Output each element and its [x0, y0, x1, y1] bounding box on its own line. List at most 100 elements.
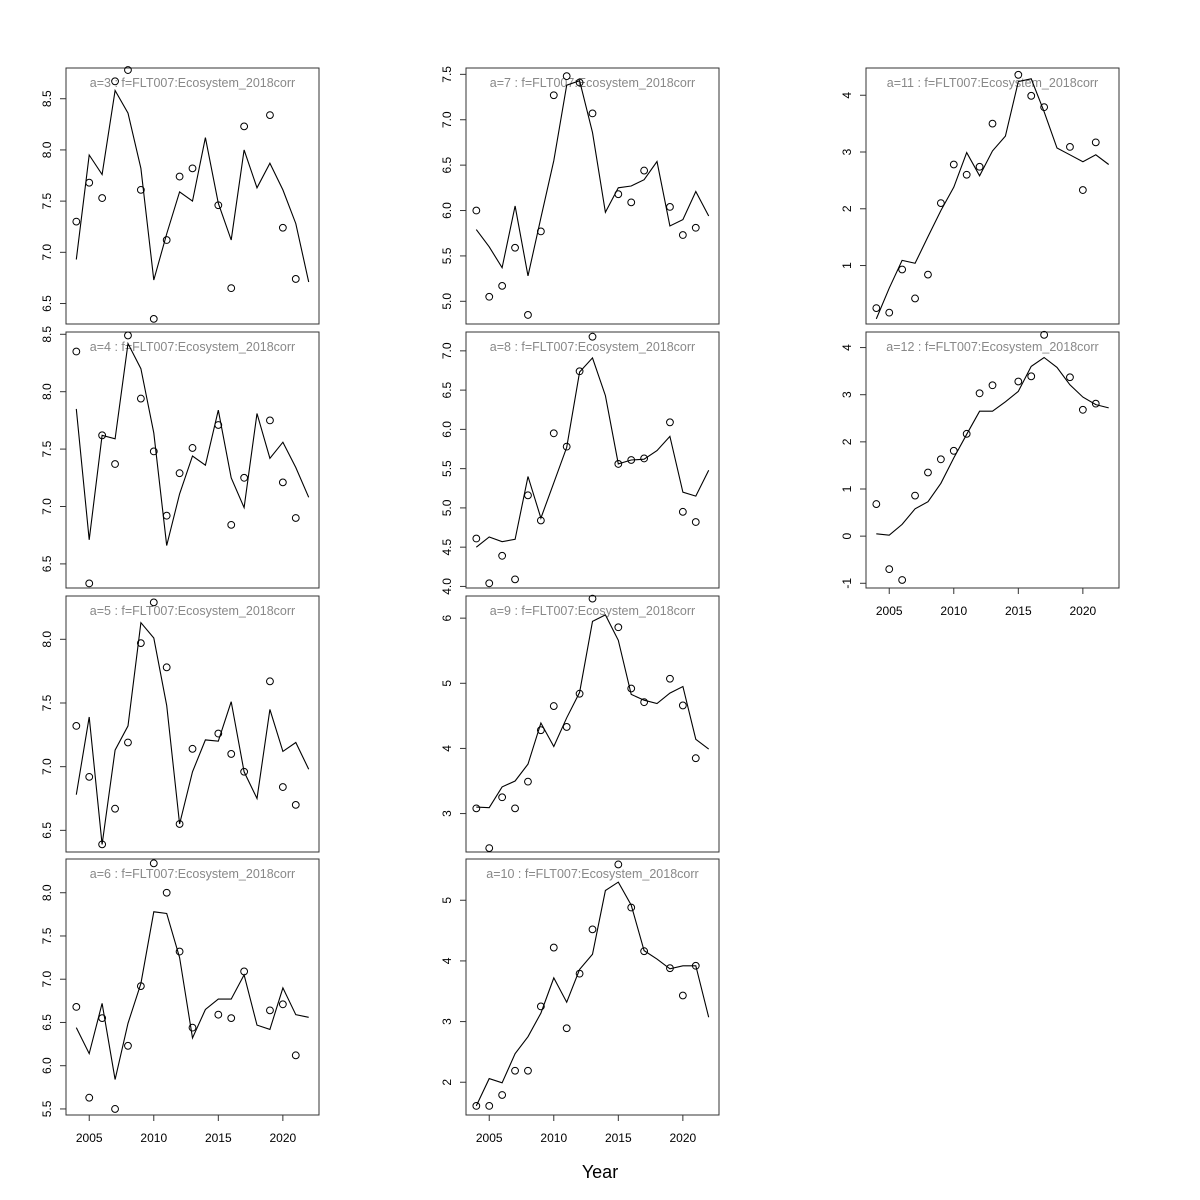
x-tick-label: 2020	[670, 1131, 697, 1145]
y-tick-label: 3	[840, 391, 854, 398]
observed-point	[691, 518, 700, 526]
y-tick-label: 6.5	[40, 1014, 54, 1031]
observed-point	[111, 804, 119, 813]
observed-point	[266, 111, 274, 120]
observed-point	[188, 1023, 197, 1032]
observed-point	[291, 800, 300, 809]
panel-title: a=5 : f=FLT007:Ecosystem_2018corr	[90, 604, 295, 618]
panel: 6.5 7.0 7.5 8.0 a=5 : f=FLT007:Ecosystem_201…	[40, 595, 320, 853]
observed-point	[1014, 377, 1023, 386]
observed-point	[975, 162, 984, 171]
observed-point	[240, 967, 249, 976]
observed-point	[627, 456, 636, 464]
observed-point	[485, 292, 494, 301]
observed-point	[885, 308, 894, 317]
observed-point	[291, 514, 300, 522]
panel-title: a=7 : f=FLT007:Ecosystem_2018corr	[490, 76, 695, 90]
y-tick-label: 5	[440, 680, 454, 687]
observed-point	[227, 520, 236, 529]
observed-point	[575, 78, 584, 87]
y-tick-label: 1	[840, 485, 854, 492]
observed-point	[214, 1010, 223, 1019]
observed-point	[227, 284, 236, 293]
panel-title: a=6 : f=FLT007:Ecosystem_2018corr	[90, 867, 295, 881]
y-tick-label: 2	[840, 438, 854, 445]
y-tick-label: 8.5	[40, 326, 54, 343]
x-tick-label: 2005	[476, 1131, 503, 1145]
panel: 6.5 7.0 7.5 8.0 8.5 a=3 : f=FLT007:Ecosystem_…	[40, 66, 320, 325]
observed-point	[678, 991, 687, 1000]
y-tick-label: 7.5	[40, 440, 54, 457]
fit-line	[75, 911, 309, 1080]
y-tick-label: 6.5	[440, 381, 454, 398]
observed-point	[614, 860, 623, 869]
panel: 3 4 5 6 a=9 : f=FLT007:Ecosystem_2018corr	[440, 594, 720, 853]
observed-point	[85, 772, 94, 781]
observed-point	[485, 844, 494, 852]
x-tick-label: 2015	[1005, 604, 1032, 618]
panel-title: a=8 : f=FLT007:Ecosystem_2018corr	[490, 340, 695, 354]
y-tick-label: 7.5	[440, 66, 454, 83]
observed-point	[988, 381, 997, 390]
observed-point	[1078, 405, 1087, 414]
panel-title: a=9 : f=FLT007:Ecosystem_2018corr	[490, 604, 695, 618]
y-tick-label: 4	[440, 957, 454, 964]
observed-point	[498, 793, 507, 802]
observed-point	[72, 217, 81, 226]
fit-line	[475, 79, 710, 277]
observed-point	[278, 478, 287, 487]
observed-point	[175, 947, 184, 956]
y-tick-label: 7.0	[40, 758, 54, 775]
observed-point	[472, 534, 481, 543]
observed-point	[562, 1024, 571, 1033]
observed-point	[266, 1006, 274, 1015]
observed-point	[175, 820, 184, 828]
panel: 5.0 5.5 6.0 6.5 7.0 7.5 a=7 : f=FLT007:Ecosyst…	[440, 66, 720, 325]
observed-point	[588, 594, 597, 603]
observed-point	[588, 109, 597, 118]
observed-point	[536, 516, 545, 525]
observed-point	[614, 623, 623, 632]
observed-point	[975, 389, 984, 398]
observed-point	[524, 491, 532, 500]
plot-frame	[865, 67, 1120, 325]
y-tick-label: 8.0	[40, 383, 54, 400]
observed-point	[678, 701, 687, 710]
observed-point	[640, 454, 649, 463]
observed-point	[188, 444, 197, 452]
observed-point	[872, 500, 881, 508]
fit-line	[476, 614, 710, 809]
y-tick-label: 7.0	[40, 498, 54, 515]
observed-point	[691, 754, 700, 763]
observed-point	[536, 1002, 545, 1011]
y-tick-label: 6.0	[440, 202, 454, 219]
observed-point	[511, 804, 519, 813]
observed-point	[1078, 186, 1087, 194]
observed-point	[124, 66, 132, 74]
observed-point	[162, 236, 171, 244]
panel: 2 3 4 5 2005 2010 2015 2020 a=10 : f=FLT007:Ecos…	[440, 858, 720, 1145]
observed-point	[666, 964, 674, 973]
observed-point	[627, 198, 636, 207]
observed-point	[188, 744, 197, 753]
observed-point	[1091, 138, 1100, 147]
observed-point	[472, 1102, 481, 1110]
plot-frame	[865, 331, 1120, 589]
observed-point	[614, 190, 623, 199]
observed-point	[962, 429, 971, 438]
observed-point	[98, 194, 107, 202]
observed-point	[588, 332, 597, 341]
x-tick-label: 2005	[876, 604, 903, 618]
observed-point	[149, 598, 158, 607]
observed-point	[149, 859, 158, 868]
observed-point	[124, 738, 132, 747]
y-tick-label: 5	[440, 897, 454, 904]
y-tick-label: 4	[440, 745, 454, 752]
y-tick-label: -1	[840, 578, 854, 589]
observed-point	[872, 304, 881, 313]
observed-point	[214, 729, 223, 738]
observed-point	[678, 507, 687, 516]
observed-point	[949, 160, 958, 169]
panel-title: a=3 : f=FLT007:Ecosystem_2018corr	[90, 76, 295, 90]
